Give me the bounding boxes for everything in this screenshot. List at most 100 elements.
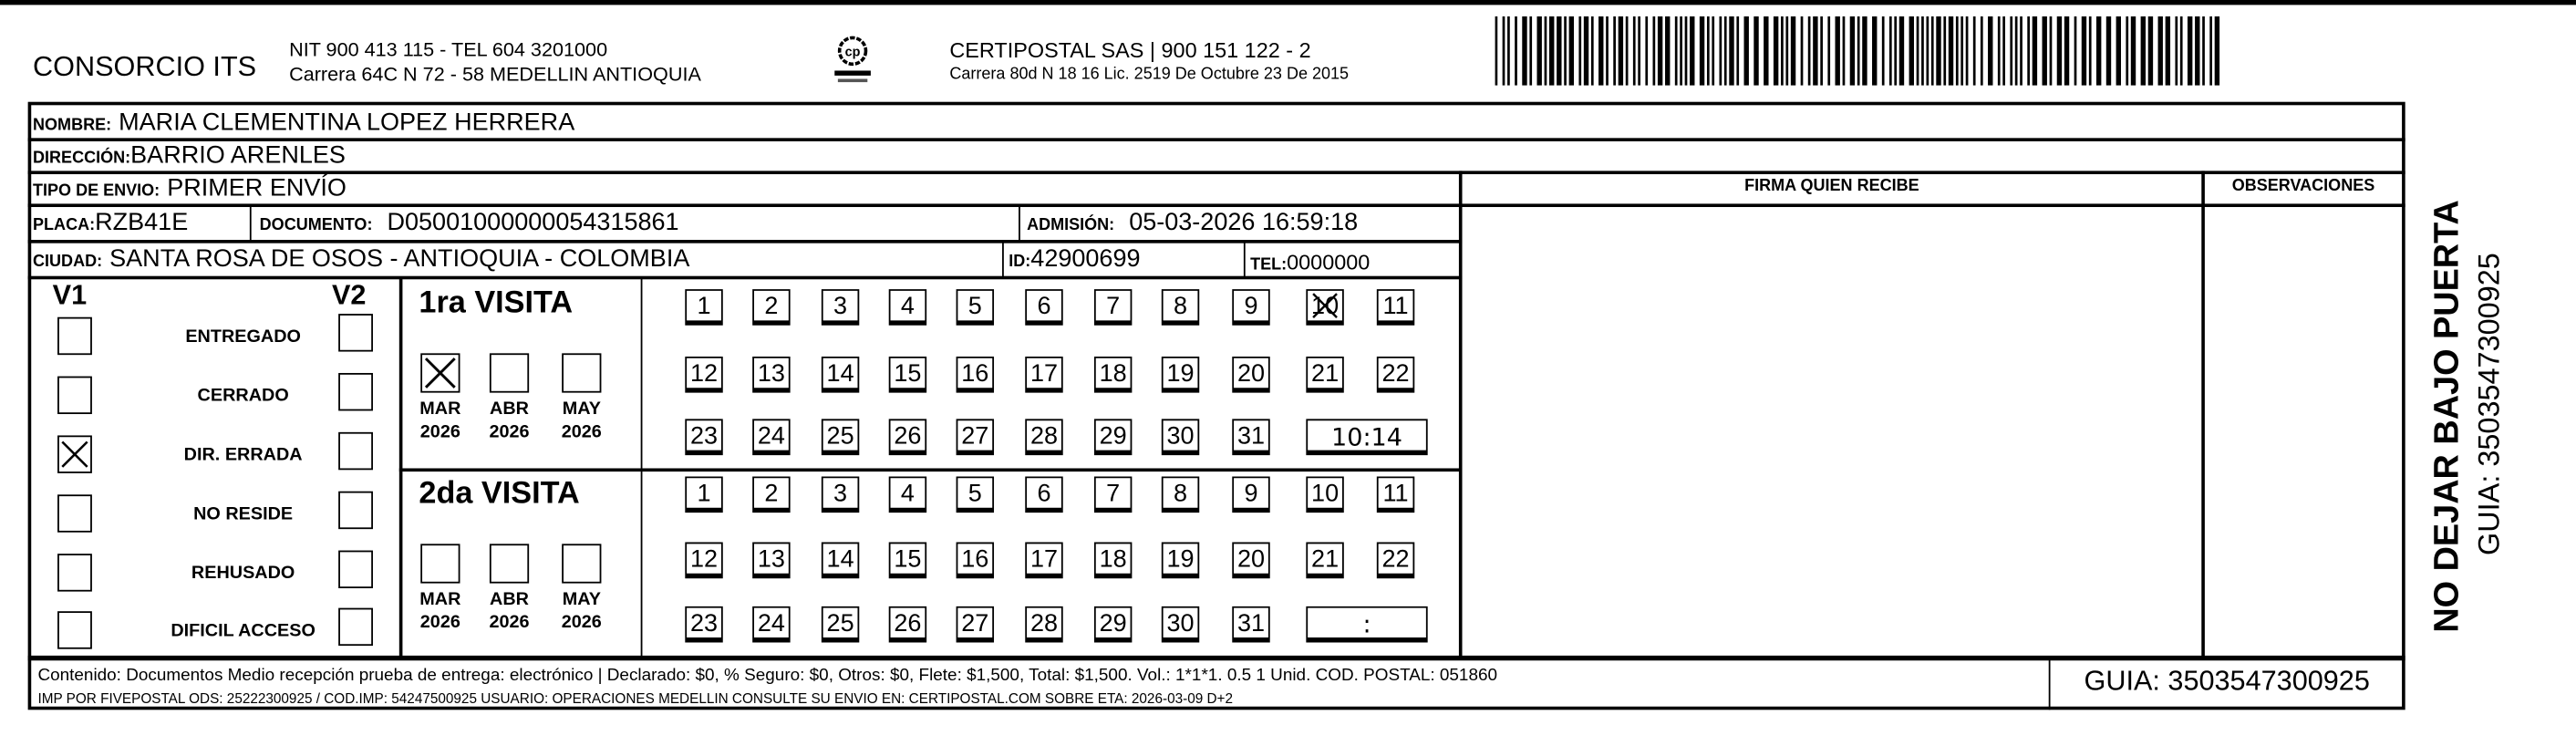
day-number: 7 xyxy=(1106,292,1121,321)
day-box-2[interactable]: 2 xyxy=(752,476,791,513)
v2-checkbox-1[interactable] xyxy=(338,372,373,411)
day-box-28[interactable]: 28 xyxy=(1025,606,1063,643)
day-box-15[interactable]: 15 xyxy=(888,356,927,393)
day-box-26[interactable]: 26 xyxy=(888,606,927,643)
day-box-22[interactable]: 22 xyxy=(1376,542,1415,579)
v1-checkbox-0[interactable] xyxy=(57,316,92,356)
day-box-5[interactable]: 5 xyxy=(956,476,995,513)
tipo-label: TIPO DE ENVIO: xyxy=(33,181,160,201)
barcode-bar xyxy=(1898,16,1905,86)
day-box-25[interactable]: 25 xyxy=(821,419,860,456)
day-box-16[interactable]: 16 xyxy=(956,356,995,393)
visit-time[interactable]: 10:14 xyxy=(1306,419,1428,456)
v2-checkbox-3[interactable] xyxy=(338,491,373,530)
month-checkbox[interactable] xyxy=(562,353,602,393)
month-checkbox[interactable] xyxy=(420,544,460,584)
v2-checkbox-5[interactable] xyxy=(338,607,373,647)
month-checkbox[interactable] xyxy=(489,353,530,393)
day-number: 26 xyxy=(894,422,922,451)
day-box-9[interactable]: 9 xyxy=(1232,476,1270,513)
day-box-3[interactable]: 3 xyxy=(821,476,860,513)
day-box-13[interactable]: 13 xyxy=(752,356,791,393)
day-box-1[interactable]: 1 xyxy=(685,476,723,513)
month-checkbox[interactable] xyxy=(562,544,602,584)
day-box-7[interactable]: 7 xyxy=(1093,289,1133,326)
day-box-2[interactable]: 2 xyxy=(752,289,791,326)
day-box-23[interactable]: 23 xyxy=(685,606,723,643)
v2-checkbox-0[interactable] xyxy=(338,314,373,352)
day-number: 20 xyxy=(1236,545,1266,574)
observations-area[interactable] xyxy=(2205,207,2402,656)
visit-time[interactable]: : xyxy=(1306,606,1428,643)
year-label: 2026 xyxy=(561,422,602,442)
barcode-bar xyxy=(1862,16,1867,86)
day-box-16[interactable]: 16 xyxy=(956,542,995,579)
day-box-10[interactable]: 10 xyxy=(1306,476,1344,513)
day-box-14[interactable]: 14 xyxy=(821,356,860,393)
day-number: 1 xyxy=(697,480,711,508)
v1-checkbox-5[interactable] xyxy=(57,611,92,649)
v1-checkbox-2[interactable] xyxy=(57,435,92,473)
day-box-21[interactable]: 21 xyxy=(1306,542,1344,579)
day-box-18[interactable]: 18 xyxy=(1093,356,1133,393)
day-box-19[interactable]: 19 xyxy=(1161,542,1200,579)
barcode-bar xyxy=(1926,16,1929,86)
day-number: 30 xyxy=(1166,609,1195,638)
day-box-30[interactable]: 30 xyxy=(1161,419,1200,456)
day-box-24[interactable]: 24 xyxy=(752,419,791,456)
day-box-23[interactable]: 23 xyxy=(685,419,723,456)
day-box-6[interactable]: 6 xyxy=(1025,476,1063,513)
v1-checkbox-1[interactable] xyxy=(57,376,92,415)
day-box-17[interactable]: 17 xyxy=(1025,542,1063,579)
month-checkbox[interactable] xyxy=(489,544,530,584)
signature-area[interactable] xyxy=(1463,207,2202,656)
day-box-7[interactable]: 7 xyxy=(1093,476,1133,513)
day-box-19[interactable]: 19 xyxy=(1161,356,1200,393)
day-box-27[interactable]: 27 xyxy=(956,606,995,643)
day-box-11[interactable]: 11 xyxy=(1376,476,1415,513)
day-box-31[interactable]: 31 xyxy=(1232,606,1270,643)
day-box-10[interactable]: 10 xyxy=(1306,289,1344,326)
direccion-field: DIRECCIÓN:BARRIO ARENLES xyxy=(33,141,346,171)
day-box-15[interactable]: 15 xyxy=(888,542,927,579)
month-checkbox[interactable] xyxy=(420,353,460,393)
day-box-12[interactable]: 12 xyxy=(685,542,723,579)
v1-checkbox-4[interactable] xyxy=(57,554,92,592)
barcode-bar xyxy=(1522,16,1527,86)
day-box-31[interactable]: 31 xyxy=(1232,419,1270,456)
v2-checkbox-2[interactable] xyxy=(338,431,373,471)
day-box-26[interactable]: 26 xyxy=(888,419,927,456)
day-box-11[interactable]: 11 xyxy=(1376,289,1415,326)
day-box-1[interactable]: 1 xyxy=(685,289,723,326)
day-box-12[interactable]: 12 xyxy=(685,356,723,393)
day-box-29[interactable]: 29 xyxy=(1093,606,1133,643)
day-box-6[interactable]: 6 xyxy=(1025,289,1063,326)
day-box-18[interactable]: 18 xyxy=(1093,542,1133,579)
day-box-20[interactable]: 20 xyxy=(1232,356,1270,393)
day-box-25[interactable]: 25 xyxy=(821,606,860,643)
v2-checkbox-4[interactable] xyxy=(338,550,373,589)
day-box-22[interactable]: 22 xyxy=(1376,356,1415,393)
day-box-29[interactable]: 29 xyxy=(1093,419,1133,456)
day-box-13[interactable]: 13 xyxy=(752,542,791,579)
day-box-14[interactable]: 14 xyxy=(821,542,860,579)
year-label: 2026 xyxy=(489,422,530,442)
documento-value: D05001000000054315861 xyxy=(387,208,679,237)
v1-checkbox-3[interactable] xyxy=(57,494,92,533)
day-box-8[interactable]: 8 xyxy=(1161,476,1200,513)
day-box-4[interactable]: 4 xyxy=(888,476,927,513)
day-box-28[interactable]: 28 xyxy=(1025,419,1063,456)
day-box-30[interactable]: 30 xyxy=(1161,606,1200,643)
day-box-9[interactable]: 9 xyxy=(1232,289,1270,326)
day-box-27[interactable]: 27 xyxy=(956,419,995,456)
day-box-20[interactable]: 20 xyxy=(1232,542,1270,579)
day-box-21[interactable]: 21 xyxy=(1306,356,1344,393)
day-box-4[interactable]: 4 xyxy=(888,289,927,326)
day-box-8[interactable]: 8 xyxy=(1161,289,1200,326)
barcode-bar xyxy=(1699,16,1705,86)
day-box-24[interactable]: 24 xyxy=(752,606,791,643)
day-box-5[interactable]: 5 xyxy=(956,289,995,326)
day-box-3[interactable]: 3 xyxy=(821,289,860,326)
barcode-bar xyxy=(2014,16,2018,86)
day-box-17[interactable]: 17 xyxy=(1025,356,1063,393)
